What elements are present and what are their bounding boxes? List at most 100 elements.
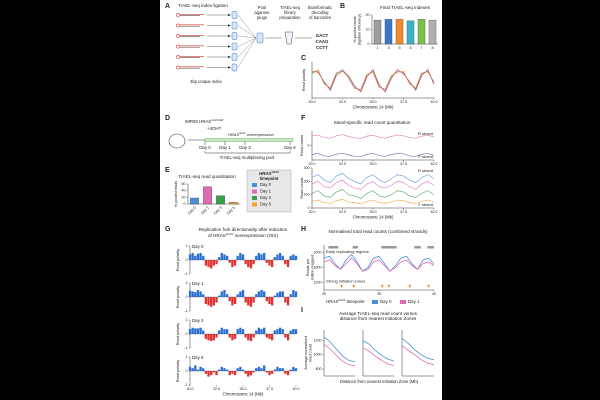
x-tick-label: 35.0	[240, 387, 247, 391]
x-tick-label: 8	[431, 46, 433, 50]
y-tick-label: 20	[182, 195, 186, 199]
bar	[373, 19, 382, 45]
early-region	[414, 246, 421, 249]
label: Day 3	[239, 145, 251, 150]
panel-letter: D	[165, 115, 170, 122]
series-line	[311, 152, 435, 158]
y-tick-label: 1200	[314, 280, 322, 284]
chart-title: Average TrAEL-seq read count versus	[339, 311, 417, 316]
bar	[229, 202, 238, 205]
y-tick-label: 800	[316, 367, 322, 371]
label-part: G12V	[239, 131, 246, 135]
legend-label: Day 1	[408, 299, 420, 304]
y-axis-label: % pooled reads	[353, 16, 357, 42]
y-axis-label: Read counts	[300, 177, 304, 198]
y-axis-label: Read counts	[300, 135, 304, 156]
y-tick-label: 0	[186, 332, 188, 336]
adapter-loop	[176, 23, 180, 28]
label: TrAEL-seq	[280, 5, 301, 10]
y-axis-label: Read polarity	[176, 323, 180, 345]
panel-subtitle: Day 0	[192, 244, 204, 249]
pool-line	[237, 25, 257, 39]
arrow-head	[228, 34, 231, 38]
label: library	[284, 10, 296, 15]
arrow-head	[228, 13, 231, 17]
y-tick-label: 100	[304, 193, 310, 197]
bar	[384, 19, 393, 45]
y-tick-label: 2000	[314, 250, 322, 254]
legend-label: Day 1	[260, 189, 272, 194]
x-tick-label: 5	[398, 46, 400, 50]
y-tick-label: 200	[304, 179, 310, 183]
pool-line	[237, 35, 257, 39]
x-tick-label: 35.0	[370, 210, 377, 214]
rich-label: IMR90 HRASG12V-ER	[185, 118, 223, 124]
x-tick-label: 37.5	[400, 210, 407, 214]
y-tick-label: -1	[184, 383, 187, 387]
initiation-zone	[340, 285, 344, 288]
bar	[417, 19, 426, 45]
label: preparation	[279, 15, 301, 20]
series-line	[323, 253, 435, 272]
x-tick-label: 40	[432, 292, 436, 296]
x-tick-label: 30.0	[309, 100, 316, 104]
adapter-loop	[176, 44, 180, 49]
x-tick-label: 32.5	[339, 100, 346, 104]
x-tick-label: 37.5	[400, 162, 407, 166]
x-tick-label: 6	[409, 46, 411, 50]
bar	[406, 20, 415, 45]
x-tick-label: 40.0	[431, 100, 438, 104]
early-region	[381, 246, 397, 249]
label-part: overexpression	[247, 132, 275, 137]
y-tick-label: -1	[184, 346, 187, 350]
x-tick-label: 37.5	[400, 100, 407, 104]
series-line	[362, 340, 395, 362]
panel-subtitle: Day 1	[192, 281, 204, 286]
x-tick-label: 32.5	[339, 162, 346, 166]
bar	[428, 19, 437, 45]
label: TrAEL-seq index ligation	[178, 3, 228, 8]
x-tick-label: 35.0	[370, 162, 377, 166]
series-line	[311, 134, 435, 139]
annotation: F strand	[418, 202, 433, 207]
y-axis-label: read count	[309, 343, 313, 362]
annotation: R strand	[418, 131, 433, 136]
x-axis-label: Distance from nearest Initiation Zone (M…	[340, 379, 419, 384]
y-axis-label: million mapped	[311, 255, 315, 281]
label-part: G12V-ER	[211, 118, 223, 122]
arrow-head	[228, 24, 231, 27]
y-axis-label: Reads per	[306, 258, 310, 276]
legend-swatch	[252, 189, 257, 194]
x-tick-label: 35	[377, 292, 381, 296]
legend-label: Day 0	[260, 182, 272, 187]
y-tick-label: 1	[186, 355, 188, 359]
rich-label: HRASG12Vtimepoint	[326, 298, 365, 304]
arrow-head	[228, 45, 231, 48]
culture-dish	[168, 133, 186, 149]
label: plugs	[257, 15, 267, 20]
adapter-loop	[176, 55, 180, 59]
panel-letter: F	[301, 115, 306, 122]
tube	[231, 11, 238, 19]
panel-letter: H	[301, 226, 306, 233]
x-tick-label: 37.5	[266, 387, 273, 391]
series-line	[401, 345, 435, 366]
tube	[231, 63, 238, 72]
adapter-loop	[176, 13, 180, 17]
x-tick-label: 7	[420, 46, 422, 50]
y-tick-label: 0	[186, 369, 188, 373]
label: Day 0	[199, 145, 211, 150]
legend-swatch	[252, 196, 257, 200]
y-tick-label: 0	[368, 42, 370, 46]
panel-letter: G	[165, 226, 171, 233]
legend-swatch	[252, 202, 257, 207]
pool-line	[237, 14, 257, 39]
y-axis-label: Read polarity	[302, 69, 306, 91]
label-part: IMR90 HRAS	[185, 119, 211, 124]
x-axis-label: Chromosome 14 (Mb)	[223, 392, 264, 397]
label: agarose	[254, 10, 270, 15]
label-part: overexpression (OIS)	[235, 233, 279, 238]
initiation-zone	[427, 285, 430, 288]
x-tick-label: 30.0	[187, 387, 194, 391]
